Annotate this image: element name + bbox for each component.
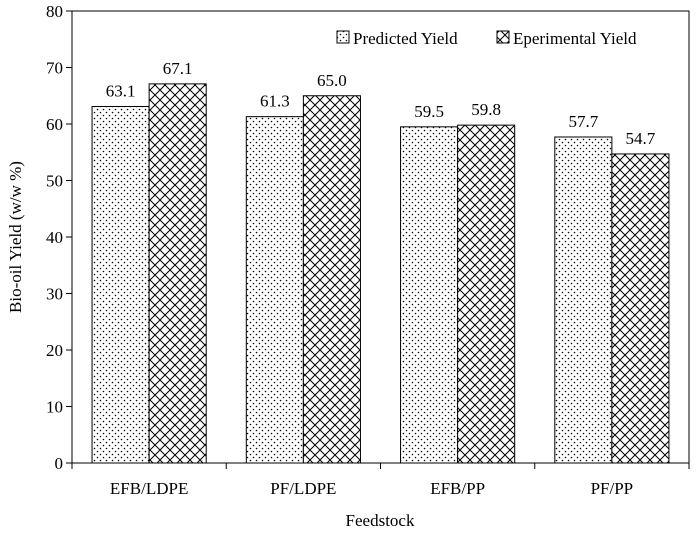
y-tick-label: 0 <box>55 454 64 473</box>
data-label: 61.3 <box>260 92 290 111</box>
y-tick-label: 60 <box>46 115 63 134</box>
y-tick-label: 70 <box>46 59 63 78</box>
data-label: 59.5 <box>414 102 444 121</box>
bar-experimental <box>457 124 516 464</box>
bar-predicted <box>400 126 459 464</box>
y-axis-title: Bio-oil Yield (w/w %) <box>6 161 25 313</box>
bar-predicted <box>554 136 613 464</box>
legend-swatch-predicted <box>336 30 350 44</box>
y-tick-label: 20 <box>46 341 63 360</box>
bar-predicted <box>245 116 304 464</box>
bar-experimental <box>302 95 361 464</box>
data-label: 65.0 <box>317 71 347 90</box>
legend: Predicted Yield Eperimental Yield <box>336 29 637 48</box>
y-tick-label: 50 <box>46 172 63 191</box>
legend-label-predicted: Predicted Yield <box>353 29 458 48</box>
data-label: 59.8 <box>471 100 501 119</box>
data-label: 57.7 <box>568 112 598 131</box>
y-tick-label: 30 <box>46 285 63 304</box>
bar-predicted <box>91 105 150 464</box>
x-category-label: EFB/PP <box>430 479 485 498</box>
x-category-label: EFB/LDPE <box>110 479 188 498</box>
data-label: 67.1 <box>163 59 193 78</box>
y-tick-label: 80 <box>46 2 63 21</box>
y-tick-label: 10 <box>46 398 63 417</box>
x-axis-title: Feedstock <box>346 511 415 530</box>
y-axis: 0 10 20 30 40 50 60 70 80 <box>46 2 72 473</box>
bars-group: 63.1 67.1 61.3 65.0 59.5 59.8 57.7 54.7 <box>91 59 670 464</box>
legend-swatch-experimental <box>496 30 510 44</box>
x-category-label: PF/PP <box>591 479 634 498</box>
data-label: 54.7 <box>626 129 656 148</box>
data-label: 63.1 <box>106 81 136 100</box>
legend-label-experimental: Eperimental Yield <box>513 29 637 48</box>
bar-experimental <box>611 153 670 464</box>
bar-experimental <box>148 83 207 464</box>
x-category-label: PF/LDPE <box>270 479 336 498</box>
y-tick-label: 40 <box>46 228 63 247</box>
x-axis: EFB/LDPE PF/LDPE EFB/PP PF/PP <box>71 463 690 498</box>
